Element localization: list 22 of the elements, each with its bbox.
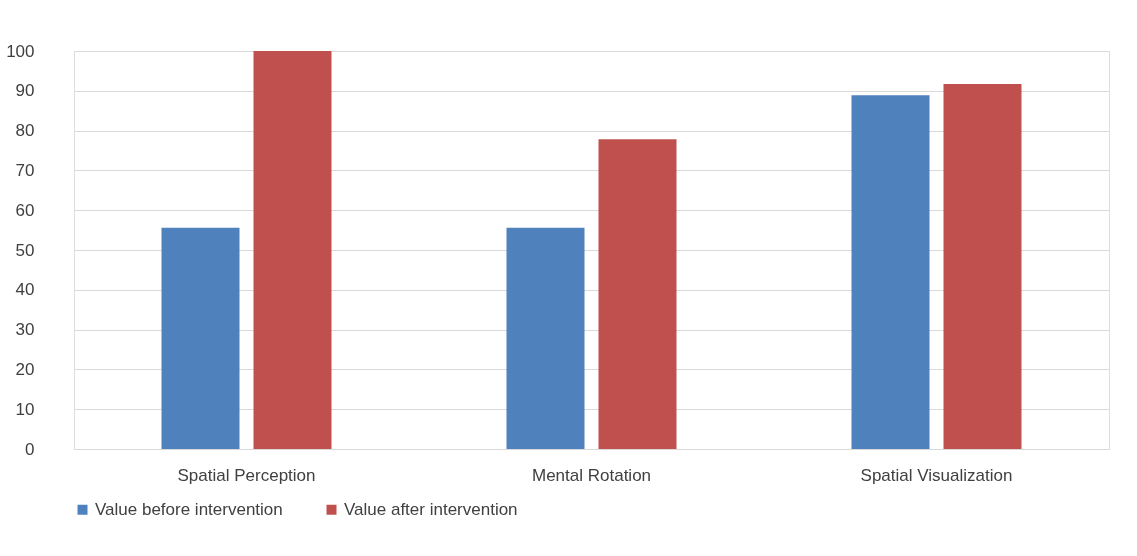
y-tick-label: 40	[15, 280, 35, 300]
x-tick-label: Mental Rotation	[531, 465, 652, 485]
bar	[851, 95, 930, 449]
y-tick-label: 30	[15, 320, 35, 340]
bar	[598, 139, 677, 449]
bar	[253, 51, 332, 449]
y-tick-label: 90	[15, 81, 35, 101]
y-tick-label: 10	[15, 399, 35, 419]
y-tick-label: 50	[15, 240, 35, 260]
x-tick-label: Spatial Perception	[177, 465, 316, 485]
y-tick-label: 60	[15, 200, 35, 220]
y-tick-label: 80	[15, 121, 35, 141]
y-tick-label: 70	[15, 160, 35, 180]
y-tick-label: 0	[25, 439, 35, 459]
bar	[161, 227, 240, 449]
bar	[506, 227, 585, 449]
legend-label: Value after intervention	[344, 499, 518, 519]
y-tick-label: 20	[15, 359, 35, 379]
y-tick-label: 100	[6, 41, 35, 61]
x-tick-label: Spatial Visualization	[860, 465, 1013, 485]
legend-label: Value before intervention	[95, 499, 283, 519]
bar	[943, 84, 1022, 449]
